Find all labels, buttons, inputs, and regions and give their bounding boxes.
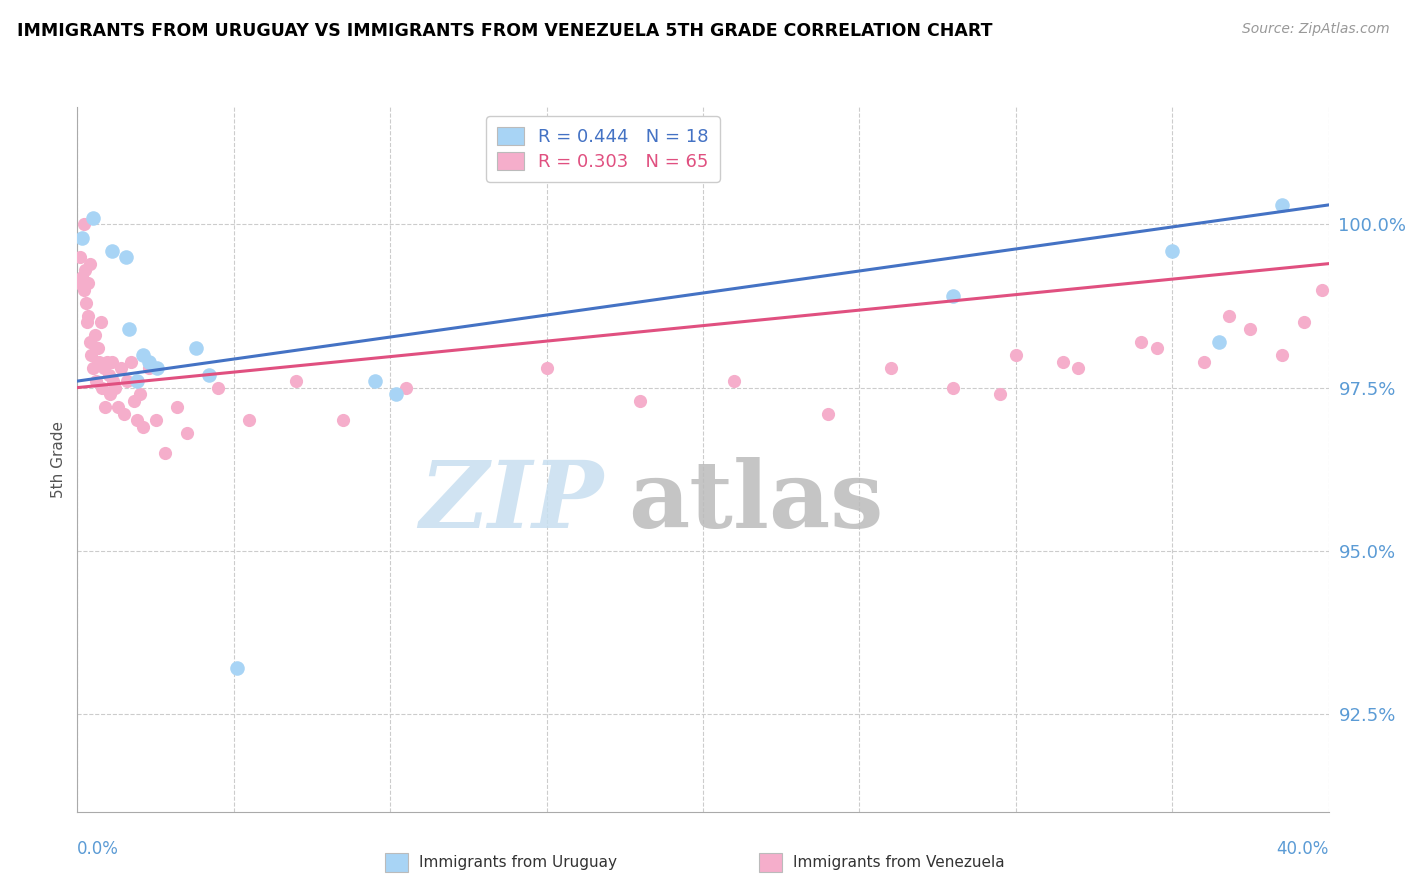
Point [125, 413, 148, 427]
Point [76, 315, 98, 329]
Point [146, 361, 169, 376]
Point [166, 400, 188, 414]
Text: Immigrants from Venezuela: Immigrants from Venezuela [793, 855, 1005, 870]
Point [118, 322, 141, 336]
Point [86, 342, 108, 356]
Point [1130, 334, 1153, 349]
Point [385, 387, 408, 401]
Point [1192, 354, 1215, 368]
Point [73, 283, 96, 297]
Point [90, 315, 112, 329]
Text: 0.0%: 0.0% [77, 840, 120, 858]
Legend: R = 0.444   N = 18, R = 0.303   N = 65: R = 0.444 N = 18, R = 0.303 N = 65 [486, 116, 720, 182]
Point [238, 413, 260, 427]
Point [817, 407, 839, 421]
Point [942, 289, 965, 303]
Text: Source: ZipAtlas.com: Source: ZipAtlas.com [1241, 22, 1389, 37]
Point [96, 354, 118, 368]
Point [70, 269, 93, 284]
Point [79, 334, 101, 349]
Point [1005, 348, 1028, 362]
Point [138, 354, 160, 368]
Point [110, 361, 132, 376]
Point [1239, 322, 1261, 336]
Point [91, 381, 114, 395]
Point [225, 661, 247, 675]
Y-axis label: 5th Grade: 5th Grade [51, 421, 66, 498]
Point [1271, 198, 1294, 212]
Point [75, 295, 97, 310]
Point [1067, 361, 1090, 376]
Point [122, 393, 145, 408]
Point [145, 413, 167, 427]
Point [104, 381, 127, 395]
Point [1208, 334, 1230, 349]
Point [176, 426, 198, 441]
Point [1218, 309, 1240, 323]
Point [1146, 342, 1168, 356]
Point [132, 348, 155, 362]
Point [129, 387, 152, 401]
Point [83, 328, 105, 343]
Point [186, 342, 208, 356]
Point [75, 263, 97, 277]
Point [82, 211, 104, 225]
Text: IMMIGRANTS FROM URUGUAY VS IMMIGRANTS FROM VENEZUELA 5TH GRADE CORRELATION CHART: IMMIGRANTS FROM URUGUAY VS IMMIGRANTS FR… [17, 22, 993, 40]
Point [988, 387, 1011, 401]
Point [138, 361, 160, 376]
Point [89, 354, 111, 368]
Point [942, 381, 965, 395]
Text: 40.0%: 40.0% [1277, 840, 1329, 858]
Point [1052, 354, 1074, 368]
Point [117, 374, 139, 388]
Point [1271, 348, 1294, 362]
Point [153, 446, 176, 460]
Text: ZIP: ZIP [419, 457, 603, 547]
Point [70, 230, 93, 244]
Point [1292, 315, 1315, 329]
Point [103, 374, 125, 388]
Point [69, 250, 91, 264]
Point [93, 361, 115, 376]
Point [630, 393, 652, 408]
Point [98, 387, 121, 401]
Text: Immigrants from Uruguay: Immigrants from Uruguay [419, 855, 617, 870]
Point [76, 276, 98, 290]
Point [132, 419, 155, 434]
Point [100, 244, 122, 258]
Point [77, 309, 100, 323]
Point [107, 400, 129, 414]
Point [395, 381, 418, 395]
Point [1312, 283, 1334, 297]
Point [285, 374, 308, 388]
Point [207, 381, 229, 395]
Point [67, 276, 90, 290]
Point [84, 374, 107, 388]
Point [72, 218, 94, 232]
Point [100, 354, 122, 368]
Point [82, 361, 104, 376]
Point [363, 374, 385, 388]
Point [332, 413, 354, 427]
Point [880, 361, 903, 376]
Point [197, 368, 219, 382]
Point [1161, 244, 1184, 258]
Point [97, 368, 120, 382]
Point [723, 374, 745, 388]
Point [94, 400, 117, 414]
Point [79, 257, 101, 271]
Text: atlas: atlas [628, 457, 883, 547]
Point [120, 354, 142, 368]
Point [114, 250, 136, 264]
Point [80, 348, 103, 362]
Point [112, 407, 135, 421]
Point [536, 361, 558, 376]
Point [125, 374, 148, 388]
